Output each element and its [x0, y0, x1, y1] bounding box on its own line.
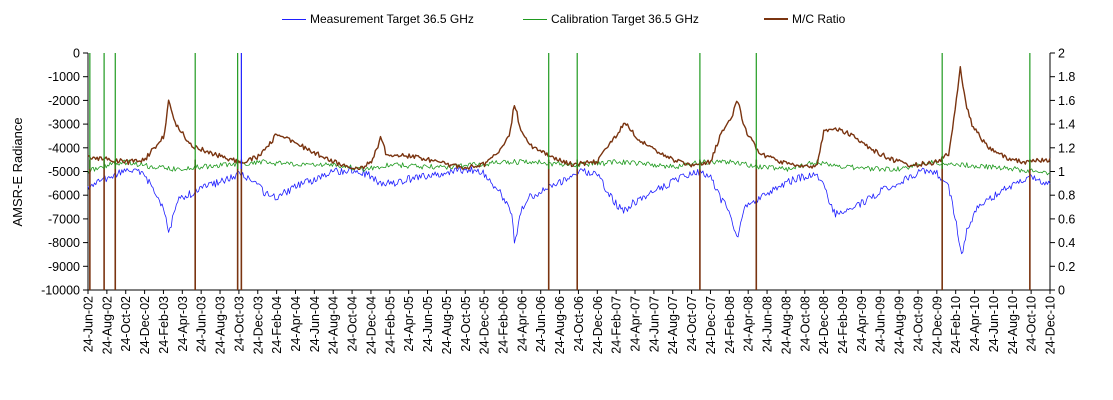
x-tick-label: 24-Aug-06 — [553, 296, 567, 354]
x-tick-label: 24-Oct-06 — [572, 296, 586, 352]
x-tick-label: 24-Apr-08 — [742, 296, 756, 352]
x-tick-label: 24-Aug-10 — [1006, 296, 1020, 354]
chart-legend: Measurement Target 36.5 GHz Calibration … — [0, 9, 1113, 29]
x-tick-label: 24-Oct-04 — [346, 296, 360, 352]
x-tick-label: 24-Oct-02 — [119, 296, 133, 352]
x-tick-label: 24-Aug-08 — [779, 296, 793, 354]
legend-swatch-measurement — [282, 18, 306, 20]
x-tick-label: 24-Jun-02 — [82, 296, 96, 352]
y2-tick-label: 0 — [1058, 284, 1065, 298]
y-tick-label: -7000 — [48, 212, 80, 226]
x-tick-label: 24-Apr-09 — [855, 296, 869, 352]
x-tick-label: 24-Feb-05 — [383, 296, 397, 354]
legend-label-measurement: Measurement Target 36.5 GHz — [310, 12, 474, 26]
y2-tick-label: 1 — [1058, 165, 1065, 179]
y2-tick-label: 0.2 — [1058, 260, 1075, 274]
x-tick-label: 24-Oct-09 — [911, 296, 925, 352]
x-tick-label: 24-Dec-05 — [478, 296, 492, 354]
x-tick-label: 24-Dec-08 — [817, 296, 831, 354]
x-tick-label: 24-Dec-03 — [251, 296, 265, 354]
x-tick-label: 24-Dec-09 — [930, 296, 944, 354]
x-tick-label: 24-Oct-10 — [1025, 296, 1039, 352]
y2-tick-label: 1.8 — [1058, 70, 1075, 84]
series-line-measurement — [87, 166, 1051, 255]
x-tick-label: 24-Jun-08 — [761, 296, 775, 352]
y2-tick-label: 0.8 — [1058, 189, 1075, 203]
y-tick-label: -1000 — [48, 70, 80, 84]
x-tick-label: 24-Feb-06 — [496, 296, 510, 354]
x-tick-label: 24-Feb-04 — [270, 296, 284, 354]
axes-group — [83, 52, 1055, 294]
x-tick-label: 24-Feb-07 — [610, 296, 624, 354]
x-tick-label: 24-Jun-07 — [647, 296, 661, 352]
legend-swatch-calibration — [523, 18, 547, 20]
series-line-mc-ratio — [87, 66, 1051, 170]
x-tick-label: 24-Jun-09 — [874, 296, 888, 352]
x-tick-label: 24-Oct-08 — [798, 296, 812, 352]
y-tick-label: 0 — [73, 47, 80, 61]
y-tick-label: -5000 — [48, 165, 80, 179]
x-tick-label: 24-Aug-09 — [893, 296, 907, 354]
x-tick-label: 24-Oct-05 — [459, 296, 473, 352]
x-tick-label: 24-Apr-05 — [402, 296, 416, 352]
x-tick-label: 24-Aug-04 — [327, 296, 341, 354]
x-tick-label: 24-Aug-03 — [214, 296, 228, 354]
tick-labels-group: 0 -1000 -2000 -3000 -4000 -5000 -6000 -7000 -800… — [41, 47, 1075, 355]
x-tick-label: 24-Aug-02 — [100, 296, 114, 354]
x-tick-label: 24-Oct-07 — [685, 296, 699, 352]
y2-tick-label: 0.4 — [1058, 236, 1075, 250]
x-tick-label: 24-Dec-02 — [138, 296, 152, 354]
legend-item-calibration: Calibration Target 36.5 GHz — [523, 9, 699, 29]
x-tick-label: 24-Jun-06 — [534, 296, 548, 352]
x-tick-label: 24-Dec-07 — [704, 296, 718, 354]
y2-tick-label: 1.6 — [1058, 94, 1075, 108]
x-tick-label: 24-Apr-10 — [968, 296, 982, 352]
x-tick-label: 24-Jun-03 — [195, 296, 209, 352]
x-tick-label: 24-Dec-06 — [591, 296, 605, 354]
x-tick-label: 24-Jun-05 — [421, 296, 435, 352]
series-group — [87, 53, 1051, 290]
y-tick-label: -4000 — [48, 141, 80, 155]
y-tick-label: -2000 — [48, 94, 80, 108]
x-tick-label: 24-Feb-08 — [723, 296, 737, 354]
x-tick-label: 24-Apr-07 — [629, 296, 643, 352]
x-tick-label: 24-Oct-03 — [232, 296, 246, 352]
legend-item-measurement: Measurement Target 36.5 GHz — [282, 9, 474, 29]
x-tick-label: 24-Apr-03 — [176, 296, 190, 352]
x-tick-label: 24-Feb-09 — [836, 296, 850, 354]
x-tick-label: 24-Feb-10 — [949, 296, 963, 354]
x-tick-label: 24-Dec-10 — [1044, 296, 1058, 354]
y-tick-label: -9000 — [48, 260, 80, 274]
x-tick-label: 24-Feb-03 — [157, 296, 171, 354]
y2-tick-label: 0.6 — [1058, 212, 1075, 226]
series-line-calibration — [87, 159, 1051, 176]
y-tick-label: -6000 — [48, 189, 80, 203]
y2-tick-label: 2 — [1058, 47, 1065, 61]
legend-item-mc-ratio: M/C Ratio — [764, 9, 845, 29]
x-tick-label: 24-Jun-04 — [308, 296, 322, 352]
y-axis-title: AMSR-E Radiance — [10, 117, 25, 226]
legend-label-calibration: Calibration Target 36.5 GHz — [551, 12, 699, 26]
y2-tick-label: 1.4 — [1058, 118, 1075, 132]
legend-swatch-mc-ratio — [764, 18, 788, 20]
legend-label-mc-ratio: M/C Ratio — [792, 12, 846, 26]
y2-tick-label: 1.2 — [1058, 141, 1075, 155]
y-tick-label: -10000 — [41, 284, 80, 298]
y-tick-label: -3000 — [48, 118, 80, 132]
y-tick-label: -8000 — [48, 236, 80, 250]
x-tick-label: 24-Aug-05 — [440, 296, 454, 354]
x-tick-label: 24-Aug-07 — [666, 296, 680, 354]
x-tick-label: 24-Jun-10 — [987, 296, 1001, 352]
x-tick-label: 24-Apr-04 — [289, 296, 303, 352]
x-tick-label: 24-Apr-06 — [515, 296, 529, 352]
x-tick-label: 24-Dec-04 — [364, 296, 378, 354]
